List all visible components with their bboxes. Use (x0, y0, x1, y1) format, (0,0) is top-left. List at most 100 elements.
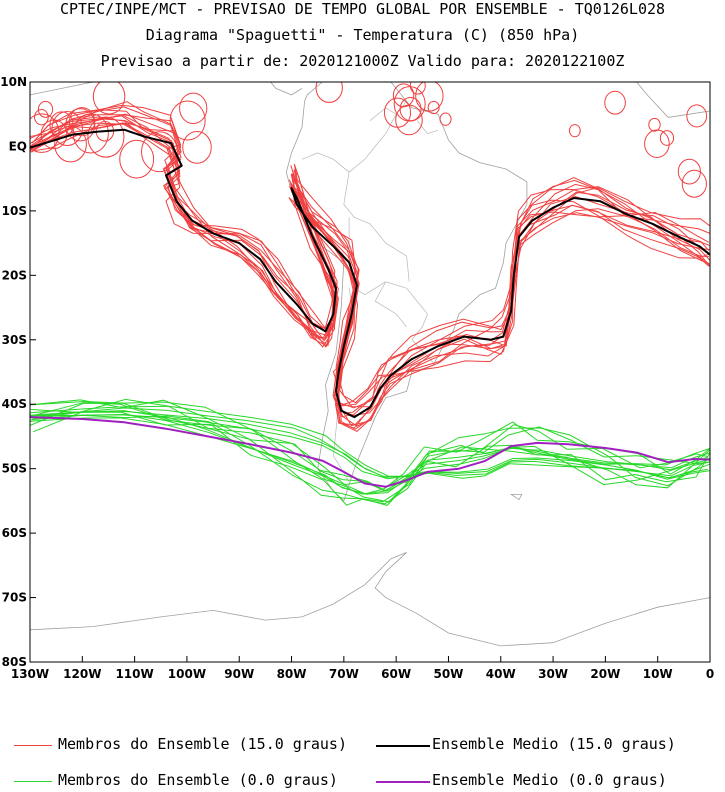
central-america-coastline (30, 82, 303, 96)
ensemble-member-15-line (31, 109, 709, 406)
ensemble-member-15-ring (648, 117, 661, 132)
y-tick-label: 60S (2, 526, 27, 540)
x-tick-label: 80W (277, 667, 307, 681)
y-tick-label: EQ (9, 139, 27, 153)
x-tick-label: 60W (381, 667, 411, 681)
ensemble-member-15-line (30, 114, 710, 430)
ensemble-member-15-ring (392, 83, 415, 108)
ensemble-member-15-ring (30, 113, 60, 153)
ensemble-member-0-line (33, 414, 710, 480)
ensemble-member-15-ring (169, 100, 206, 141)
country-border (343, 114, 410, 282)
ensemble-mean-15-line (30, 128, 710, 419)
ensemble-member-15-line (30, 106, 710, 414)
ensemble-members-layer (30, 82, 710, 506)
ensemble-member-15-line (30, 114, 710, 408)
ensemble-member-0-line (30, 402, 710, 503)
coastline-layer (30, 82, 710, 647)
x-tick-label: 130W (11, 667, 49, 681)
ensemble-mean-layer (30, 128, 710, 488)
legend-swatch-mean-15 (376, 745, 430, 747)
ensemble-member-15-ring (409, 82, 426, 95)
ensemble-member-15-ring (141, 131, 178, 173)
ensemble-member-15-ring (119, 139, 155, 179)
y-tick-label: 10N (0, 75, 27, 89)
legend-swatch-members-15 (14, 745, 52, 746)
plot-frame (29, 81, 711, 663)
ensemble-member-15-ring (393, 86, 426, 122)
ensemble-member-15-ring (315, 82, 343, 103)
ensemble-member-15-ring (415, 82, 444, 112)
ensemble-member-15-ring (92, 82, 126, 115)
ensemble-member-15-ring (439, 112, 452, 126)
ensemble-member-15-ring (51, 111, 83, 146)
ensemble-member-15-ring (681, 169, 707, 198)
y-tick-label: 80S (2, 655, 27, 669)
y-tick-label: 10S (2, 204, 27, 218)
africa-coastline (636, 82, 710, 118)
y-tick-label: 40S (2, 397, 27, 411)
legend-swatch-members-0 (14, 781, 52, 782)
x-tick-label: 120W (63, 667, 101, 681)
x-tick-label: 110W (115, 667, 153, 681)
ensemble-member-15-line (30, 122, 710, 409)
ensemble-member-15-ring (568, 124, 581, 138)
spaghetti-chart: 130W 120W 110W 100W 90W 80W 70W 60W 50W 40W 30W 20W… (0, 75, 714, 681)
ensemble-member-15-ring (686, 104, 708, 128)
island-coastline (509, 494, 523, 501)
x-tick-label: 70W (329, 667, 359, 681)
x-tick-label: 100W (168, 667, 206, 681)
x-tick-label: 10W (643, 667, 673, 681)
legend-label-members-15: Membros do Ensemble (15.0 graus) (58, 735, 347, 753)
ensemble-member-15-ring (604, 90, 626, 115)
legend-label-members-0: Membros do Ensemble (0.0 graus) (58, 771, 338, 789)
ensemble-member-15-line (32, 104, 710, 429)
chart-title: Diagrama "Spaguetti" - Temperatura (C) (… (145, 26, 580, 44)
ensemble-member-15-ring (182, 130, 212, 164)
ensemble-member-0-line (30, 413, 710, 495)
ensemble-member-15-ring (37, 100, 54, 118)
y-tick-label: 30S (2, 333, 27, 347)
chart-header-line1: CPTEC/INPE/MCT - PREVISAO DE TEMPO GLOBA… (59, 0, 666, 18)
south-america-coastline (285, 82, 528, 502)
ensemble-member-15-line (30, 122, 710, 427)
ensemble-member-15-line (31, 116, 710, 407)
country-border (416, 120, 439, 135)
country-border (374, 281, 407, 328)
legend-swatch-mean-0 (376, 781, 430, 783)
ensemble-member-15-ring (179, 92, 208, 124)
x-tick-label: 40W (486, 667, 516, 681)
chart-dates: Previsao a partir de: 2020121000Z Valido… (100, 52, 625, 70)
ensemble-member-15-line (32, 115, 710, 418)
ensemble-member-0-line (32, 399, 709, 491)
y-tick-label: 50S (2, 462, 27, 476)
ensemble-member-15-ring (65, 108, 96, 142)
ensemble-member-15-line (30, 113, 710, 426)
legend-label-mean-15: Ensemble Medio (15.0 graus) (432, 735, 676, 753)
ensemble-member-15-ring (87, 116, 125, 158)
x-tick-label: 0 (706, 667, 714, 681)
x-tick-label: 30W (538, 667, 568, 681)
ensemble-member-0-line (30, 400, 710, 503)
ensemble-mean-0-line (30, 416, 710, 488)
ensemble-member-0-line (30, 398, 710, 492)
y-tick-label: 70S (2, 591, 27, 605)
ensemble-member-15-line (30, 101, 710, 404)
ensemble-member-15-ring (677, 158, 701, 185)
ensemble-member-15-ring (40, 119, 68, 150)
x-tick-label: 20W (590, 667, 620, 681)
antarctica-coastline (30, 552, 710, 647)
ensemble-member-15-ring (427, 100, 440, 115)
ensemble-member-15-line (30, 118, 710, 427)
ensemble-member-15-ring (659, 130, 675, 146)
ensemble-member-0-line (33, 411, 710, 506)
x-tick-label: 50W (433, 667, 463, 681)
ensemble-member-0-line (30, 414, 710, 505)
ensemble-member-15-ring (644, 129, 670, 158)
ensemble-member-15-line (30, 123, 710, 417)
country-border (301, 152, 350, 173)
axis-layer: 130W 120W 110W 100W 90W 80W 70W 60W 50W 40W 30W 20W… (0, 75, 714, 681)
x-tick-label: 90W (224, 667, 254, 681)
y-tick-label: 20S (2, 268, 27, 282)
legend-label-mean-0: Ensemble Medio (0.0 graus) (432, 771, 667, 789)
